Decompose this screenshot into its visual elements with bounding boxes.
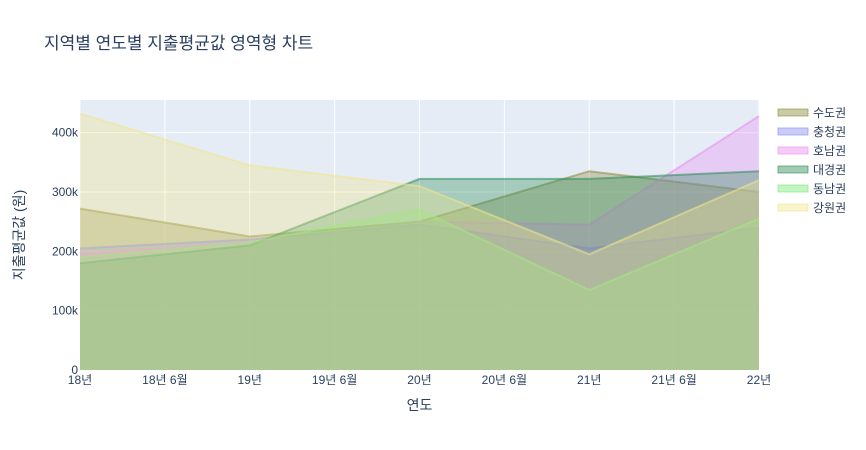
area-line-충청권	[79, 223, 760, 250]
legend-label: 호남권	[813, 144, 846, 158]
area-fill-동남권	[80, 209, 759, 370]
legend-item[interactable]: 강원권	[777, 201, 846, 215]
legend-swatch	[777, 146, 809, 155]
legend-label: 충청권	[813, 125, 846, 139]
legend-label: 수도권	[813, 106, 846, 120]
legend-swatch	[777, 108, 809, 117]
y-axis-label: 지출평균값 (원)	[11, 190, 27, 281]
area-fill-강원권	[80, 113, 759, 371]
area-fill-호남권	[80, 116, 759, 371]
legend-item[interactable]: 호남권	[777, 144, 846, 158]
y-axis-ticks: 0 100k 200k 300k 400k	[52, 126, 79, 377]
area-line-대경권	[79, 170, 760, 265]
x-axis-label: 연도	[407, 397, 433, 413]
y-tick-label: 200k	[52, 244, 79, 258]
x-tick-label: 18년 6월	[142, 373, 187, 387]
y-tick-label: 400k	[52, 126, 79, 140]
area-line-강원권	[79, 112, 760, 256]
legend-swatch	[777, 184, 809, 193]
y-tick-label: 300k	[52, 185, 79, 199]
area-fill-대경권	[80, 171, 759, 370]
grid-lines	[79, 100, 760, 371]
y-tick-label: 0	[71, 363, 78, 377]
x-tick-label: 19년	[238, 373, 262, 387]
legend-label: 대경권	[813, 163, 846, 177]
legend-item[interactable]: 대경권	[777, 163, 846, 177]
x-axis-ticks: 18년 18년 6월 19년 19년 6월 20년 20년 6월 21년 21년 6월 22년	[68, 373, 771, 387]
x-tick-label: 20년 6월	[482, 373, 527, 387]
x-tick-label: 21년 6월	[651, 373, 696, 387]
legend-item[interactable]: 수도권	[777, 106, 846, 120]
legend-item[interactable]: 충청권	[777, 125, 846, 139]
legend-swatch	[777, 165, 809, 174]
area-series	[79, 112, 760, 371]
x-tick-label: 21년	[577, 373, 601, 387]
y-tick-label: 100k	[52, 304, 79, 318]
legend-swatch	[777, 203, 809, 212]
legend-swatch	[777, 127, 809, 136]
chart-title: 지역별 연도별 지출평균값 영역형 차트	[44, 34, 313, 53]
x-tick-label: 22년	[747, 373, 771, 387]
area-fill-충청권	[80, 224, 759, 370]
legend-label: 강원권	[813, 201, 846, 215]
legend-item[interactable]: 동남권	[777, 182, 846, 196]
area-fill-수도권	[80, 171, 759, 370]
x-tick-label: 19년 6월	[312, 373, 357, 387]
x-tick-label: 18년	[68, 373, 92, 387]
area-line-동남권	[79, 208, 760, 291]
x-tick-label: 20년	[407, 373, 431, 387]
legend-label: 동남권	[813, 182, 846, 196]
